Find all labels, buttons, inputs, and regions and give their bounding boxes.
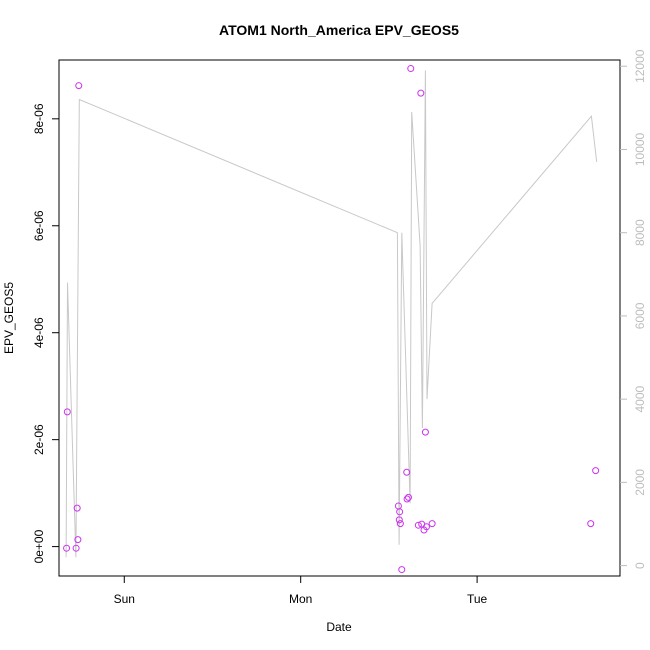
data-point (587, 520, 595, 528)
data-point (75, 82, 83, 90)
x-axis: Sun Mon Tue (114, 576, 488, 606)
y2-tick-label: 8000 (633, 219, 647, 246)
y2-tick-label: 10000 (633, 132, 647, 166)
x-tick-label: Sun (114, 592, 135, 606)
y-tick-label: 8e-06 (32, 103, 46, 134)
data-point (428, 520, 436, 528)
plot-frame (58, 59, 621, 577)
point-series (63, 65, 600, 574)
y-axis-label: EPV_GEOS5 (2, 282, 16, 354)
data-point (74, 536, 82, 544)
x-tick-label: Mon (289, 592, 312, 606)
data-point (407, 65, 415, 73)
data-point (63, 408, 71, 416)
line-series-path (65, 70, 598, 558)
y-axis: 0e+00 2e-06 4e-06 6e-06 8e-06 (32, 103, 59, 563)
data-point (72, 544, 80, 552)
data-point (422, 523, 430, 531)
x-axis-label: Date (326, 620, 352, 634)
data-point (73, 504, 81, 512)
y-tick-label: 2e-06 (32, 424, 46, 455)
data-point (421, 428, 429, 436)
data-point (398, 566, 406, 574)
y2-tick-label: 6000 (633, 302, 647, 329)
data-point (403, 495, 411, 503)
y-tick-label: 6e-06 (32, 210, 46, 241)
chart-title: ATOM1 North_America EPV_GEOS5 (219, 22, 459, 38)
y2-tick-label: 0 (633, 562, 647, 569)
line-series (65, 70, 598, 558)
data-point (414, 521, 422, 529)
y2-tick-label: 2000 (633, 469, 647, 496)
y2-tick-label: 12000 (633, 49, 647, 83)
y-tick-label: 4e-06 (32, 317, 46, 348)
data-point (63, 544, 71, 552)
data-point (417, 89, 425, 97)
data-point (396, 520, 404, 528)
data-point (403, 468, 411, 476)
data-point (396, 508, 404, 516)
y-tick-label: 0e+00 (32, 529, 46, 563)
data-point (404, 493, 412, 501)
data-point (592, 467, 600, 475)
data-point (395, 516, 403, 524)
y2-tick-label: 4000 (633, 385, 647, 412)
y2-axis: 0 2000 4000 6000 8000 10000 12000 (620, 49, 647, 569)
x-tick-label: Tue (467, 592, 488, 606)
